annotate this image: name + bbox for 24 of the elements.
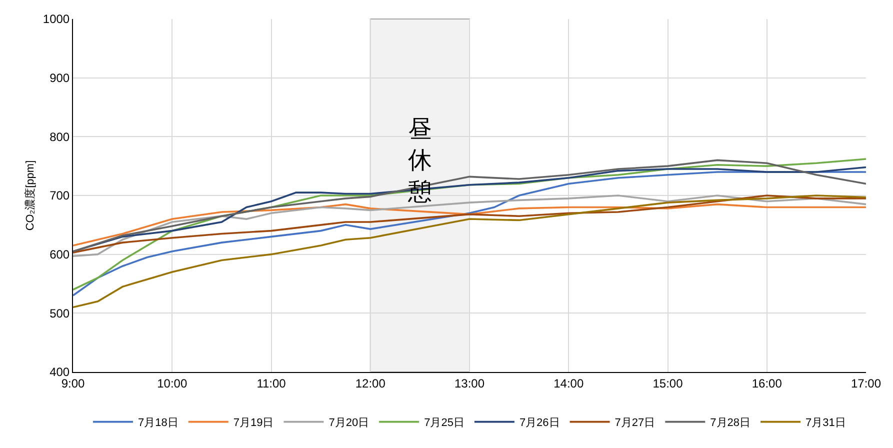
y-tick-label: 700 [50, 188, 70, 203]
x-tick-label: 17:00 [850, 376, 882, 390]
y-tick-label: 1000 [42, 12, 70, 26]
x-tick-label: 16:00 [752, 376, 782, 390]
legend-label: 7月27日 [614, 417, 656, 430]
x-tick-label: 12:00 [355, 376, 386, 390]
legend-label: 7月31日 [806, 417, 846, 430]
legend-label: 7月28日 [710, 417, 751, 430]
legend-label: 7月19日 [233, 417, 274, 430]
x-tick-label: 10:00 [157, 376, 188, 390]
line-series [73, 203, 866, 246]
y-tick-label: 500 [50, 306, 70, 320]
legend-label: 7月20日 [328, 417, 370, 430]
x-tick-label: 11:00 [256, 376, 286, 390]
y-axis-title: CO₂濃度[ppm] [24, 160, 37, 231]
x-tick-label: 13:00 [454, 376, 485, 390]
legend-label: 7月25日 [424, 417, 464, 430]
y-tick-label: 600 [50, 248, 70, 262]
x-tick-label: 14:00 [554, 376, 584, 390]
legend-label: 7月18日 [138, 417, 178, 430]
x-tick-label: 15:00 [652, 376, 684, 390]
y-tick-label: 900 [50, 71, 70, 86]
y-tick-label: 800 [50, 130, 70, 144]
legend-label: 7月26日 [519, 417, 560, 430]
